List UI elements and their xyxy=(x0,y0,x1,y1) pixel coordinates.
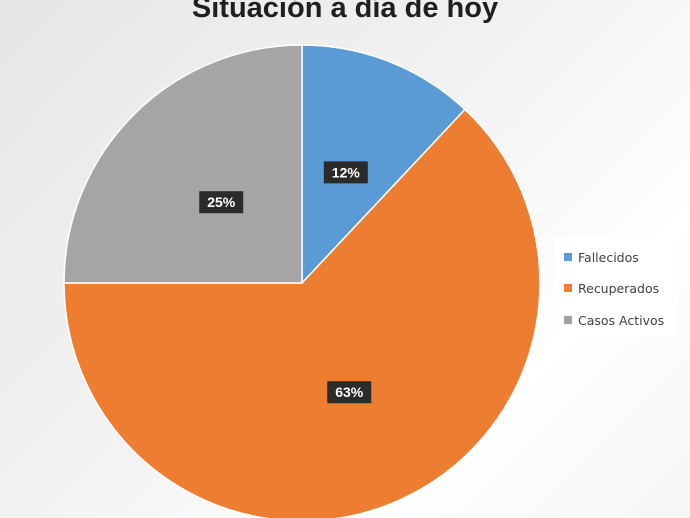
data-label-bg-casos-activos xyxy=(199,191,244,214)
data-label-text-recuperados: 63% xyxy=(335,384,364,400)
data-labels: 12% 63% 25% xyxy=(199,161,372,404)
legend-label-fallecidos: Fallecidos xyxy=(578,249,639,265)
data-label-recuperados: 63% xyxy=(327,381,372,404)
legend: Fallecidos Recuperados Casos Activos xyxy=(554,237,678,337)
legend-label-recuperados: Recuperados xyxy=(578,280,660,296)
pie-slice-casos-activos xyxy=(63,44,303,284)
legend-swatch-recuperados xyxy=(564,284,572,292)
chart-title: Situación a día de hoy xyxy=(191,0,499,24)
data-label-bg-fallecidos xyxy=(323,161,368,184)
pie-slice-recuperados xyxy=(63,108,541,518)
legend-swatch-fallecidos xyxy=(564,253,572,261)
pie-slices xyxy=(63,44,541,518)
data-label-bg-recuperados xyxy=(327,381,372,404)
data-label-text-casos-activos: 25% xyxy=(207,194,236,210)
legend-item-casos-activos: Casos Activos xyxy=(564,310,664,330)
legend-item-fallecidos: Fallecidos xyxy=(564,247,639,267)
legend-swatch-casos-activos xyxy=(564,316,572,324)
pie-slice-fallecidos xyxy=(301,44,466,285)
legend-label-casos-activos: Casos Activos xyxy=(578,312,665,328)
data-label-casos-activos: 25% xyxy=(199,191,244,214)
legend-item-recuperados: Recuperados xyxy=(564,278,659,298)
data-label-fallecidos: 12% xyxy=(323,161,368,184)
data-label-text-fallecidos: 12% xyxy=(332,164,361,180)
